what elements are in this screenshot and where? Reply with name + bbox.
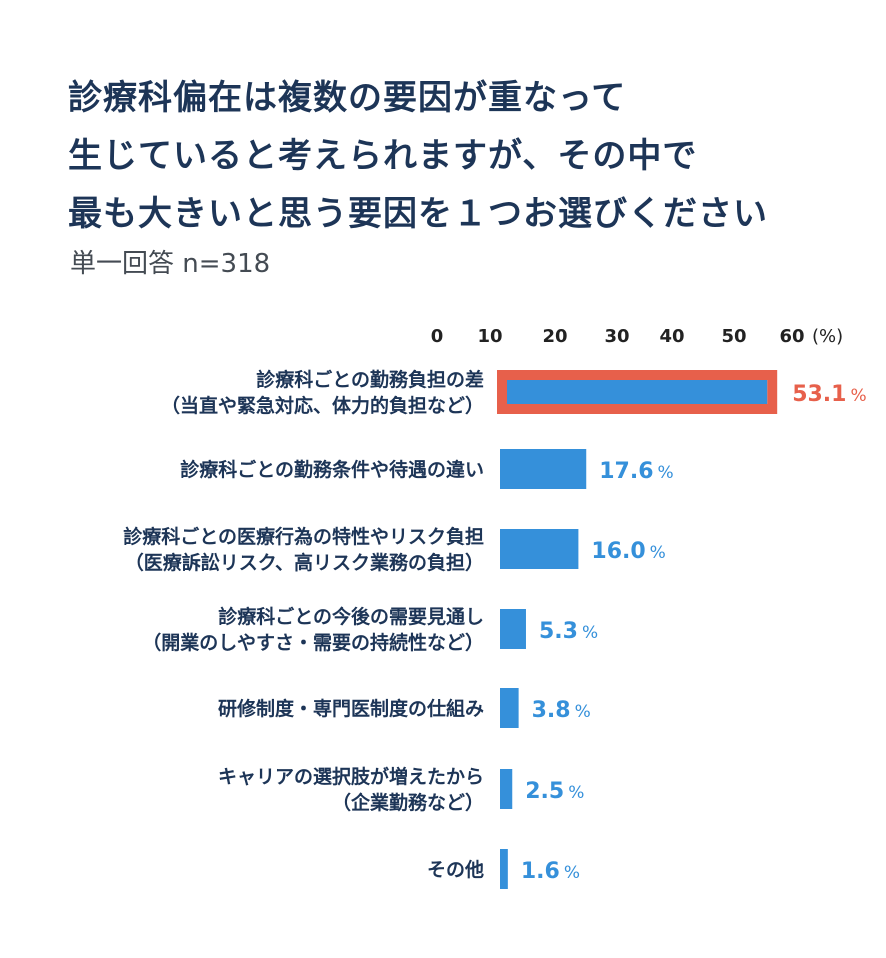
category-label: 診療科ごとの医療行為の特性やリスク負担 bbox=[123, 525, 484, 548]
x-tick-label: 40 bbox=[659, 326, 684, 347]
value-unit: % bbox=[564, 863, 580, 883]
value-label: 1.6 bbox=[521, 859, 560, 884]
highlight-frame bbox=[497, 370, 778, 414]
value-unit: % bbox=[658, 463, 674, 483]
category-label: （当直や緊急対応、体力的負担など） bbox=[161, 394, 484, 417]
category-label: 診療科ごとの今後の需要見通し bbox=[218, 605, 484, 628]
value-label: 3.8 bbox=[532, 698, 571, 723]
value-label: 17.6 bbox=[599, 459, 653, 484]
category-label: キャリアの選択肢が増えたから bbox=[218, 765, 484, 788]
value-unit: % bbox=[575, 702, 591, 722]
value-unit: % bbox=[568, 783, 584, 803]
value-unit: % bbox=[650, 543, 666, 563]
category-label: （企業勤務など） bbox=[332, 791, 484, 814]
value-label: 5.3 bbox=[539, 619, 578, 644]
bar bbox=[500, 609, 526, 649]
x-tick-label: 0 bbox=[431, 326, 444, 347]
bar bbox=[500, 449, 587, 489]
bar bbox=[507, 380, 768, 404]
chart-title-line-3: 最も大きいと思う要因を１つお選びください bbox=[68, 194, 768, 234]
value-unit: % bbox=[850, 386, 866, 406]
category-label: （開業のしやすさ・需要の持続性など） bbox=[142, 631, 484, 654]
value-label: 2.5 bbox=[525, 779, 564, 804]
category-label: （医療訴訟リスク、高リスク業務の負担） bbox=[125, 551, 484, 574]
bar bbox=[500, 688, 519, 728]
chart-subtitle: 単一回答 n=318 bbox=[70, 249, 271, 279]
chart-title-line-1: 診療科偏在は複数の要因が重なって bbox=[68, 78, 627, 118]
category-label: 研修制度・専門医制度の仕組み bbox=[218, 697, 484, 720]
x-tick-label: 50 bbox=[721, 326, 746, 347]
value-unit: % bbox=[582, 623, 598, 643]
category-label: 診療科ごとの勤務負担の差 bbox=[256, 368, 484, 391]
value-label: 16.0 bbox=[591, 539, 645, 564]
chart-title-line-2: 生じていると考えられますが、その中で bbox=[68, 136, 698, 176]
category-label: その他 bbox=[427, 858, 484, 881]
bar bbox=[500, 769, 513, 809]
x-tick-label: 30 bbox=[604, 326, 629, 347]
bar bbox=[500, 529, 579, 569]
x-tick-label: 10 bbox=[477, 326, 502, 347]
category-label: 診療科ごとの勤務条件や待遇の違い bbox=[180, 458, 484, 481]
x-axis-unit: (%) bbox=[812, 326, 843, 347]
value-label: 53.1 bbox=[792, 382, 846, 407]
x-tick-label: 60 bbox=[779, 326, 804, 347]
x-tick-label: 20 bbox=[542, 326, 567, 347]
bar bbox=[500, 849, 508, 889]
